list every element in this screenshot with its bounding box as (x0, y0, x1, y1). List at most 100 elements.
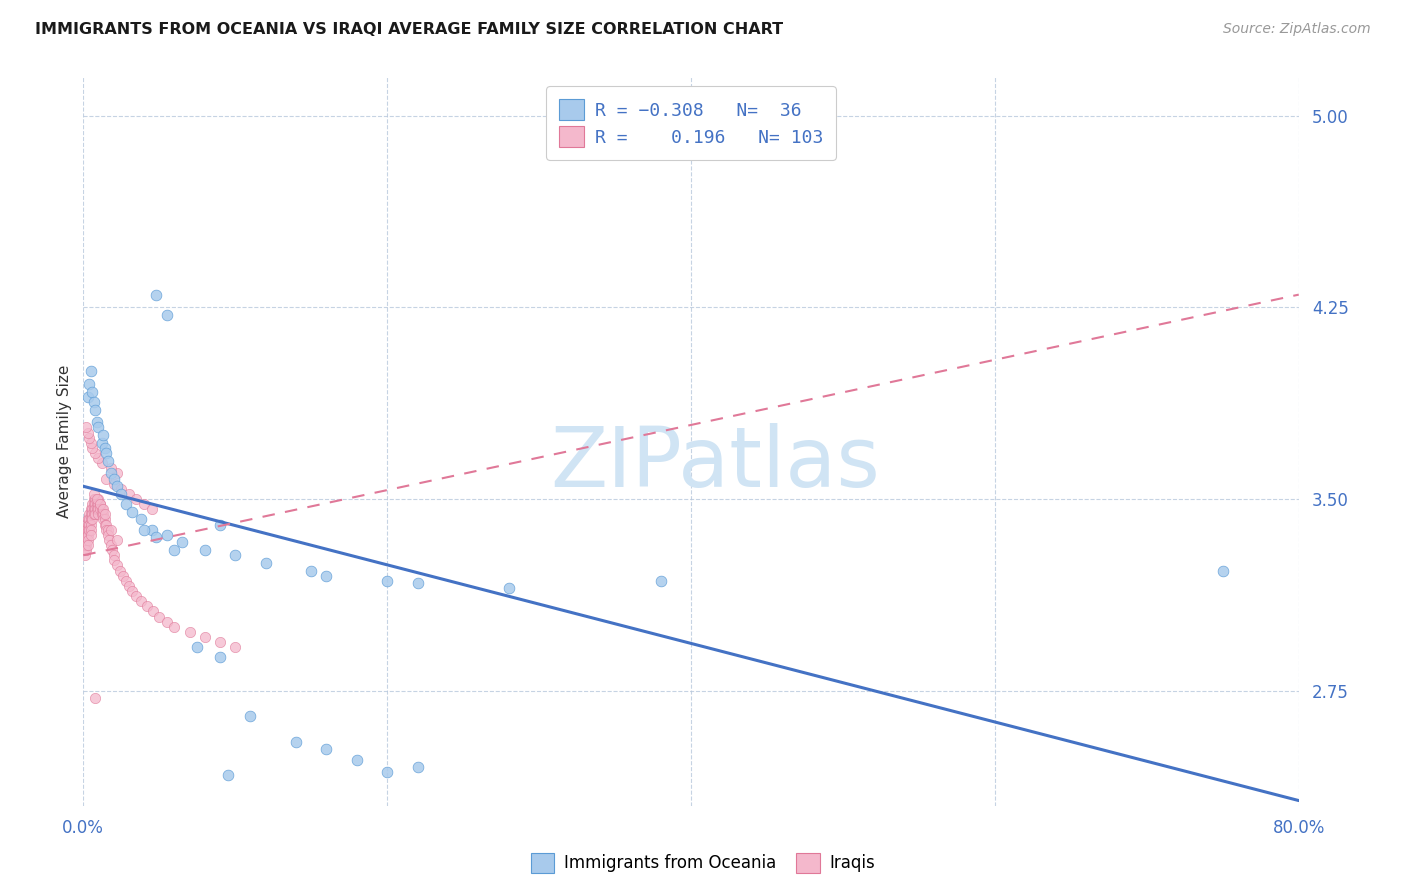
Point (87, 508, 110, 522)
Point (82, 508, 104, 522)
Point (145, 287, 167, 301)
Legend: R = −0.308   N=  36, R =    0.196   N= 103: R = −0.308 N= 36, R = 0.196 N= 103 (546, 87, 837, 160)
Point (79, 377, 101, 392)
Point (89, 497, 111, 511)
Point (208, 635, 231, 649)
Point (75, 530, 97, 544)
Point (94, 446, 117, 460)
Point (239, 709, 262, 723)
Text: ZIPatlas: ZIPatlas (550, 423, 880, 504)
Point (105, 558, 128, 573)
Point (156, 528, 179, 542)
Point (83, 491, 105, 506)
Point (315, 742, 337, 756)
Point (91, 508, 114, 522)
Point (80, 528, 103, 542)
Point (111, 568, 134, 582)
Point (145, 530, 167, 544)
Point (91, 512, 114, 526)
Point (375, 574, 398, 588)
Point (346, 753, 368, 767)
Point (224, 640, 246, 655)
Point (76, 517, 98, 532)
Point (80, 523, 103, 537)
Point (224, 548, 246, 562)
Point (83, 497, 105, 511)
Y-axis label: Average Family Size: Average Family Size (58, 365, 72, 518)
Point (79, 517, 101, 532)
Point (100, 538, 122, 552)
Point (80, 508, 103, 522)
Point (148, 609, 170, 624)
Point (76, 523, 98, 537)
Point (375, 765, 398, 780)
Point (101, 543, 124, 558)
Point (86, 416, 108, 430)
Point (82, 512, 104, 526)
Point (76, 528, 98, 542)
Point (132, 523, 155, 537)
Point (90, 456, 112, 470)
Point (170, 535, 193, 549)
Point (194, 543, 217, 558)
Point (121, 505, 143, 519)
Point (86, 497, 108, 511)
Point (93, 517, 115, 532)
Point (80, 517, 103, 532)
Point (103, 476, 125, 491)
Point (86, 502, 108, 516)
Point (163, 543, 186, 558)
Point (285, 735, 308, 749)
Point (179, 624, 201, 639)
Point (86, 491, 108, 506)
Point (97, 528, 120, 542)
Point (299, 564, 322, 578)
Point (114, 574, 136, 588)
Point (76, 538, 98, 552)
Point (163, 620, 186, 634)
Point (217, 768, 239, 782)
Point (90, 502, 112, 516)
Point (83, 487, 105, 501)
Point (80, 364, 103, 378)
Point (79, 431, 101, 445)
Point (73, 548, 96, 562)
Point (76, 512, 98, 526)
Point (73, 538, 96, 552)
Point (76, 533, 98, 547)
Point (90, 435, 112, 450)
Point (208, 650, 231, 665)
Point (73, 543, 96, 558)
Point (105, 533, 128, 547)
Point (82, 384, 104, 399)
Point (94, 517, 117, 532)
Point (121, 584, 143, 599)
Point (156, 615, 179, 629)
Point (118, 579, 141, 593)
Point (114, 497, 136, 511)
Point (186, 640, 208, 655)
Point (75, 517, 97, 532)
Point (125, 589, 148, 603)
Point (91, 502, 114, 516)
Text: Source: ZipAtlas.com: Source: ZipAtlas.com (1223, 22, 1371, 37)
Point (105, 467, 128, 481)
Point (83, 508, 105, 522)
Point (80, 502, 103, 516)
Point (498, 582, 520, 596)
Point (315, 568, 337, 582)
Point (82, 502, 104, 516)
Point (406, 760, 429, 774)
Point (80, 512, 103, 526)
Point (73, 530, 96, 544)
Point (97, 523, 120, 537)
Point (142, 605, 165, 619)
Point (75, 543, 97, 558)
Point (406, 576, 429, 591)
Point (650, 574, 672, 588)
Point (76, 390, 98, 404)
Point (80, 435, 103, 450)
Point (82, 441, 104, 455)
Point (208, 517, 231, 532)
Point (98, 533, 121, 547)
